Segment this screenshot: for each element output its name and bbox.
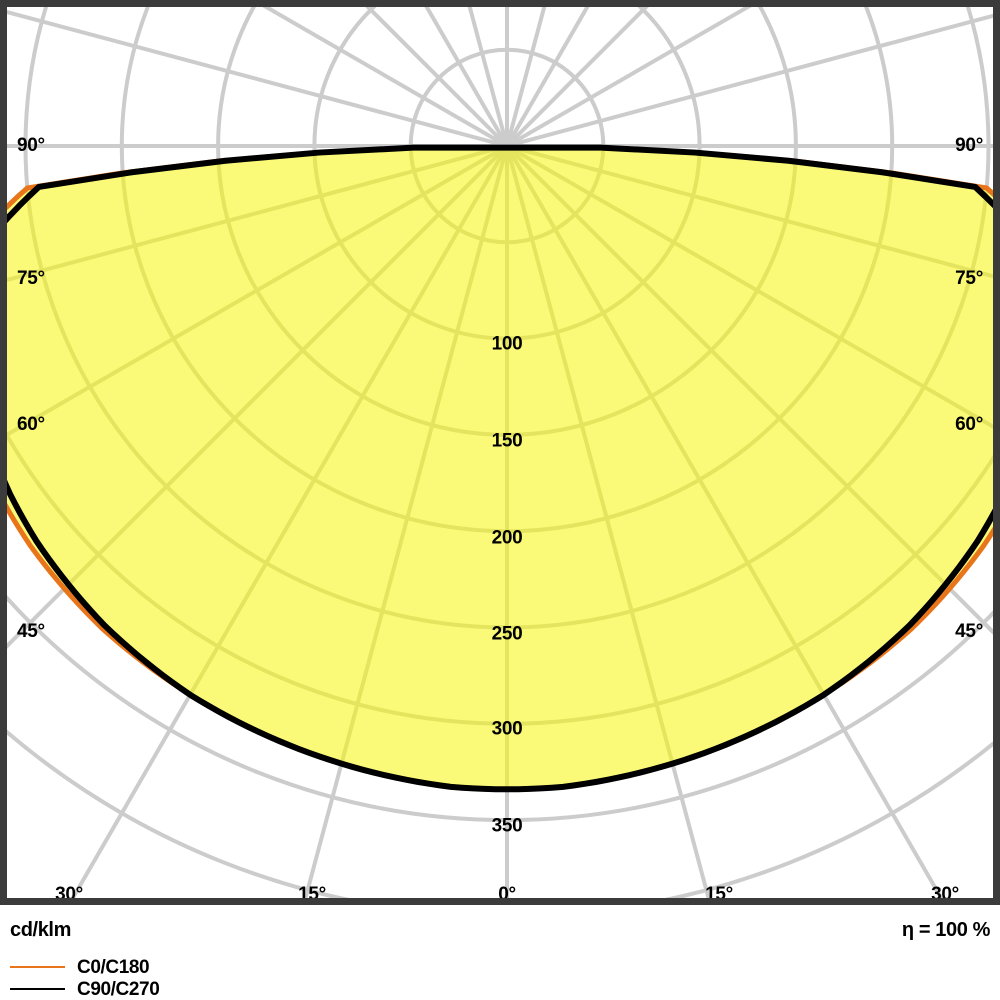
grid-spoke-over [7,147,509,790]
grid-spoke [262,7,509,148]
angle-label-bottom: 15° [705,884,733,905]
legend-label: C0/C180 [77,956,150,978]
radial-scale-label: 250 [491,623,523,645]
legend-item: C90/C270 [10,978,160,1000]
angle-label-bottom: 30° [931,884,959,905]
grid-spoke-over [7,147,508,537]
grid-spoke-over [505,147,993,790]
curve-c90-c270 [7,144,993,793]
radial-scale-label: 200 [491,527,523,549]
grid-spoke [467,7,509,147]
grid-spoke-over [505,147,898,790]
plot-frame: 90° 75° 60° 45° 90° 75° 60° 45° 30° 15° 0° 15° 30°… [0,0,1000,905]
angle-label-left: 90° [17,135,45,156]
grid-spoke-over [507,7,895,146]
radial-scale-label: 100 [491,333,523,355]
grid-spoke-over [505,147,993,790]
angle-label-right: 60° [955,414,983,435]
grid-spoke-over [7,147,509,790]
legend-label: C90/C270 [77,978,160,1000]
legend-line-icon [10,966,65,968]
chart-footer: cd/klm η = 100 % C0/C180 C90/C270 [0,905,1000,1000]
angle-label-right: 45° [955,621,983,642]
radial-scale-label: 300 [491,718,523,740]
angle-label-left: 45° [17,621,45,642]
grid-spoke [7,9,508,148]
angle-label-bottom: 15° [298,884,326,905]
angle-label-right: 90° [955,135,983,156]
angle-label-left: 75° [17,268,45,289]
efficiency-label: η = 100 % [901,919,991,941]
angle-label-bottom: 0° [498,884,516,905]
legend: C0/C180 C90/C270 [10,956,160,1000]
distribution-curves [7,144,993,793]
legend-item: C0/C180 [10,956,159,978]
grid-spoke [506,13,993,148]
unit-label: cd/klm [10,919,71,941]
grid-spoke [505,7,547,147]
angle-label-right: 75° [955,268,983,289]
legend-line-icon [10,988,65,990]
radial-scale-label: 350 [491,815,523,837]
grid-spoke [505,7,752,148]
angle-label-left: 60° [17,414,45,435]
grid-spoke-over [506,147,993,537]
polar-plot-canvas [7,7,993,898]
grid-spoke-over [7,147,509,790]
grid-spoke-over [505,147,993,790]
grid-spoke-over [116,147,509,790]
angle-label-bottom: 30° [55,884,83,905]
polar-grid-over-fill [7,7,993,790]
grid-spoke-over [119,7,507,146]
radial-scale-label: 150 [491,430,523,452]
